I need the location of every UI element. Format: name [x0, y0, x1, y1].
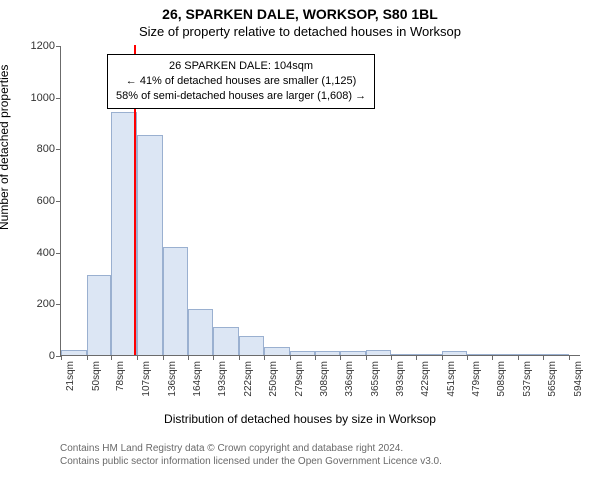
- histogram-bar: [391, 354, 417, 355]
- y-tick-label: 1000: [31, 92, 55, 104]
- x-tick-mark: [290, 355, 291, 360]
- x-tick-label: 451sqm: [446, 361, 457, 397]
- x-tick-mark: [163, 355, 164, 360]
- histogram-bar: [518, 354, 543, 355]
- histogram-bar: [239, 336, 264, 355]
- x-tick-mark: [87, 355, 88, 360]
- histogram-bar: [416, 354, 442, 355]
- y-tick-mark: [56, 304, 61, 305]
- x-tick-mark: [569, 355, 570, 360]
- page-root: 26, SPARKEN DALE, WORKSOP, S80 1BL Size …: [0, 0, 600, 500]
- x-tick-mark: [188, 355, 189, 360]
- x-tick-mark: [137, 355, 138, 360]
- x-tick-label: 50sqm: [91, 361, 102, 391]
- y-tick-mark: [56, 98, 61, 99]
- x-tick-label: 107sqm: [141, 361, 152, 397]
- histogram-bar: [340, 351, 366, 355]
- x-tick-mark: [264, 355, 265, 360]
- x-tick-label: 21sqm: [65, 361, 76, 391]
- chart-plot-area: 02004006008001000120021sqm50sqm78sqm107s…: [60, 46, 580, 356]
- x-tick-mark: [467, 355, 468, 360]
- histogram-bar: [213, 327, 239, 355]
- histogram-bar: [87, 275, 112, 355]
- x-tick-label: 393sqm: [395, 361, 406, 397]
- x-tick-label: 308sqm: [319, 361, 330, 397]
- histogram-bar: [264, 347, 290, 355]
- y-tick-label: 0: [49, 350, 55, 362]
- y-tick-mark: [56, 46, 61, 47]
- x-tick-mark: [416, 355, 417, 360]
- x-tick-label: 136sqm: [167, 361, 178, 397]
- y-tick-mark: [56, 253, 61, 254]
- histogram-bar: [442, 351, 467, 355]
- x-tick-label: 222sqm: [243, 361, 254, 397]
- x-tick-label: 508sqm: [496, 361, 507, 397]
- x-tick-label: 594sqm: [573, 361, 584, 397]
- x-tick-mark: [543, 355, 544, 360]
- x-tick-label: 336sqm: [344, 361, 355, 397]
- annotation-line-2: ← 41% of detached houses are smaller (1,…: [116, 74, 366, 89]
- y-tick-label: 200: [37, 298, 55, 310]
- footer-attribution: Contains HM Land Registry data © Crown c…: [60, 442, 442, 468]
- page-subtitle: Size of property relative to detached ho…: [0, 24, 600, 39]
- histogram-bar: [163, 247, 188, 356]
- x-tick-mark: [61, 355, 62, 360]
- histogram-bar: [543, 354, 569, 355]
- x-axis-label: Distribution of detached houses by size …: [0, 412, 600, 426]
- y-tick-label: 1200: [31, 40, 55, 52]
- x-tick-label: 365sqm: [370, 361, 381, 397]
- y-tick-label: 800: [37, 143, 55, 155]
- histogram-bar: [137, 135, 163, 355]
- histogram-bar: [315, 351, 340, 355]
- x-tick-mark: [391, 355, 392, 360]
- y-tick-label: 400: [37, 247, 55, 259]
- page-title: 26, SPARKEN DALE, WORKSOP, S80 1BL: [0, 6, 600, 22]
- x-tick-mark: [492, 355, 493, 360]
- y-tick-mark: [56, 149, 61, 150]
- x-tick-label: 422sqm: [420, 361, 431, 397]
- y-tick-label: 600: [37, 195, 55, 207]
- histogram-bar: [467, 354, 493, 355]
- x-tick-label: 479sqm: [471, 361, 482, 397]
- x-tick-mark: [213, 355, 214, 360]
- footer-line-1: Contains HM Land Registry data © Crown c…: [60, 442, 442, 455]
- x-tick-mark: [315, 355, 316, 360]
- annotation-line-1: 26 SPARKEN DALE: 104sqm: [116, 59, 366, 74]
- annotation-box: 26 SPARKEN DALE: 104sqm← 41% of detached…: [107, 54, 375, 109]
- x-tick-label: 78sqm: [115, 361, 126, 391]
- y-tick-mark: [56, 201, 61, 202]
- x-tick-label: 164sqm: [192, 361, 203, 397]
- x-tick-mark: [239, 355, 240, 360]
- x-tick-mark: [518, 355, 519, 360]
- histogram-bar: [188, 309, 214, 356]
- annotation-line-3: 58% of semi-detached houses are larger (…: [116, 89, 366, 104]
- x-tick-label: 279sqm: [294, 361, 305, 397]
- footer-line-2: Contains public sector information licen…: [60, 455, 442, 468]
- x-tick-mark: [111, 355, 112, 360]
- histogram-bar: [366, 350, 391, 355]
- x-tick-mark: [442, 355, 443, 360]
- histogram-bar: [290, 351, 316, 355]
- x-tick-mark: [340, 355, 341, 360]
- x-tick-label: 537sqm: [522, 361, 533, 397]
- x-tick-label: 193sqm: [217, 361, 228, 397]
- x-tick-label: 565sqm: [547, 361, 558, 397]
- y-axis-label: Number of detached properties: [0, 65, 11, 230]
- histogram-bar: [492, 354, 518, 355]
- histogram-bar: [61, 350, 87, 355]
- x-tick-label: 250sqm: [268, 361, 279, 397]
- x-tick-mark: [366, 355, 367, 360]
